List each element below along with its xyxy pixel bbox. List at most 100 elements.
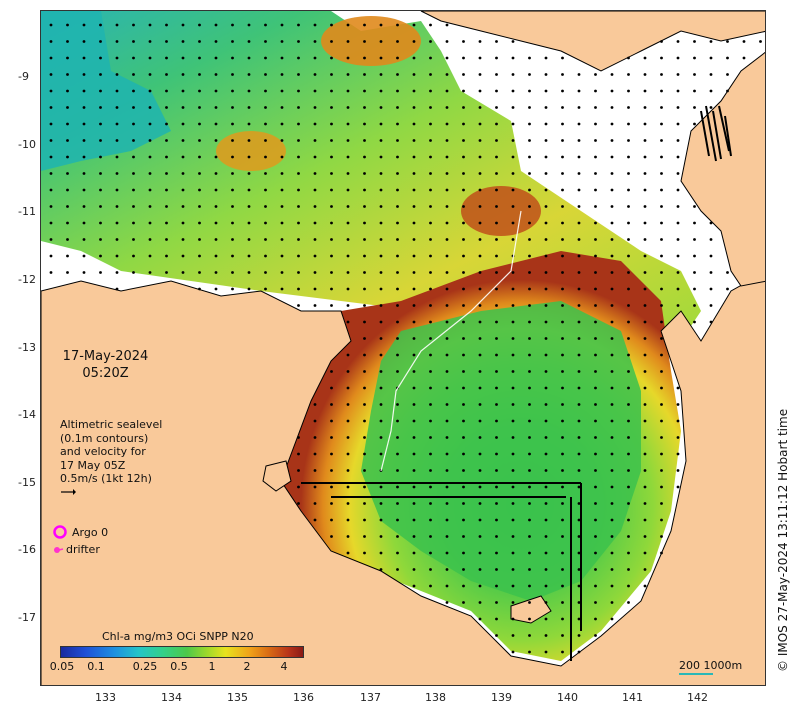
velocity-arrow [264, 155, 267, 159]
velocity-arrow [709, 56, 713, 60]
velocity-arrow [511, 584, 515, 588]
velocity-arrow [280, 188, 284, 192]
velocity-arrow [627, 337, 630, 340]
velocity-arrow [627, 139, 630, 142]
velocity-arrow [264, 238, 267, 241]
velocity-arrow [330, 370, 333, 373]
velocity-arrow [561, 106, 564, 109]
velocity-arrow [478, 304, 482, 307]
velocity-arrow [132, 23, 135, 27]
velocity-arrow [528, 188, 531, 192]
altimetry-line: Altimetric sealevel [60, 418, 163, 431]
velocity-arrow [297, 40, 300, 43]
velocity-arrow [577, 485, 581, 489]
velocity-arrow [379, 337, 383, 340]
velocity-arrow [577, 271, 581, 274]
velocity-arrow [445, 485, 449, 489]
velocity-arrow [379, 403, 383, 406]
velocity-arrow [511, 403, 515, 406]
velocity-arrow [66, 254, 69, 258]
velocity-arrow [528, 502, 531, 505]
velocity-arrow [346, 40, 350, 43]
velocity-arrow [297, 502, 300, 505]
velocity-arrow [511, 205, 515, 208]
velocity-arrow [693, 271, 696, 274]
velocity-arrow [330, 254, 333, 258]
velocity-arrow [594, 469, 597, 472]
velocity-arrow [594, 205, 597, 208]
velocity-arrow [511, 155, 515, 159]
velocity-arrow [478, 403, 482, 406]
velocity-arrow [231, 172, 234, 175]
velocity-arrow [198, 172, 201, 175]
velocity-arrow [445, 271, 449, 274]
velocity-arrow [643, 106, 647, 109]
velocity-arrow [429, 386, 432, 390]
velocity-arrow [445, 122, 449, 126]
velocity-arrow [412, 370, 416, 373]
velocity-arrow [627, 73, 630, 76]
velocity-arrow [165, 172, 168, 175]
velocity-arrow [577, 535, 581, 538]
island-wellesley [510, 595, 552, 624]
velocity-arrow [544, 634, 548, 637]
velocity-arrow [346, 518, 350, 522]
velocity-arrow [363, 436, 366, 439]
velocity-arrow [462, 89, 465, 93]
velocity-arrow [561, 403, 564, 406]
velocity-arrow [643, 205, 647, 208]
velocity-arrow [594, 386, 597, 390]
velocity-arrow [660, 337, 663, 340]
velocity-arrow [561, 584, 564, 588]
velocity-arrow [66, 23, 69, 27]
velocity-arrow [610, 568, 614, 571]
velocity-arrow [660, 271, 663, 274]
velocity-arrow [676, 485, 680, 489]
velocity-arrow [445, 337, 449, 340]
velocity-arrow [247, 89, 251, 93]
velocity-arrow [231, 139, 234, 142]
velocity-arrow [99, 221, 102, 225]
velocity-arrow [363, 155, 366, 159]
velocity-arrow [346, 502, 350, 505]
velocity-arrow [643, 386, 647, 390]
velocity-arrow [49, 89, 53, 93]
velocity-arrow [445, 106, 449, 109]
velocity-arrow [627, 188, 630, 192]
velocity-arrow [99, 139, 102, 142]
velocity-arrow [231, 89, 234, 93]
velocity-arrow [115, 287, 119, 291]
velocity-arrow [412, 287, 416, 291]
velocity-arrow [726, 40, 729, 43]
velocity-arrow [66, 40, 69, 43]
velocity-arrow [643, 221, 647, 225]
velocity-arrow [627, 502, 630, 505]
velocity-arrow [660, 370, 663, 373]
velocity-arrow [561, 469, 564, 472]
velocity-arrow [676, 304, 680, 307]
velocity-arrow [214, 238, 218, 241]
velocity-arrow [577, 436, 581, 439]
velocity-arrow [165, 188, 168, 192]
velocity-arrow [429, 452, 432, 456]
velocity-arrow [726, 89, 729, 93]
velocity-arrow [643, 188, 647, 192]
velocity-arrow [610, 172, 614, 175]
velocity-arrow [280, 56, 284, 60]
velocity-arrow [544, 139, 548, 142]
velocity-arrow [396, 370, 399, 373]
velocity-arrow [610, 601, 614, 604]
velocity-arrow [99, 238, 102, 241]
velocity-arrow [561, 155, 564, 159]
velocity-arrow [627, 370, 630, 373]
velocity-arrow [330, 386, 333, 390]
velocity-arrow [313, 419, 317, 423]
velocity-arrow [511, 73, 515, 76]
velocity-arrow [214, 221, 218, 225]
velocity-arrow [462, 304, 465, 307]
velocity-arrow [264, 56, 267, 60]
velocity-arrow [709, 221, 713, 225]
velocity-arrow [330, 56, 333, 60]
velocity-arrow [577, 139, 581, 142]
velocity-arrow [594, 254, 597, 258]
